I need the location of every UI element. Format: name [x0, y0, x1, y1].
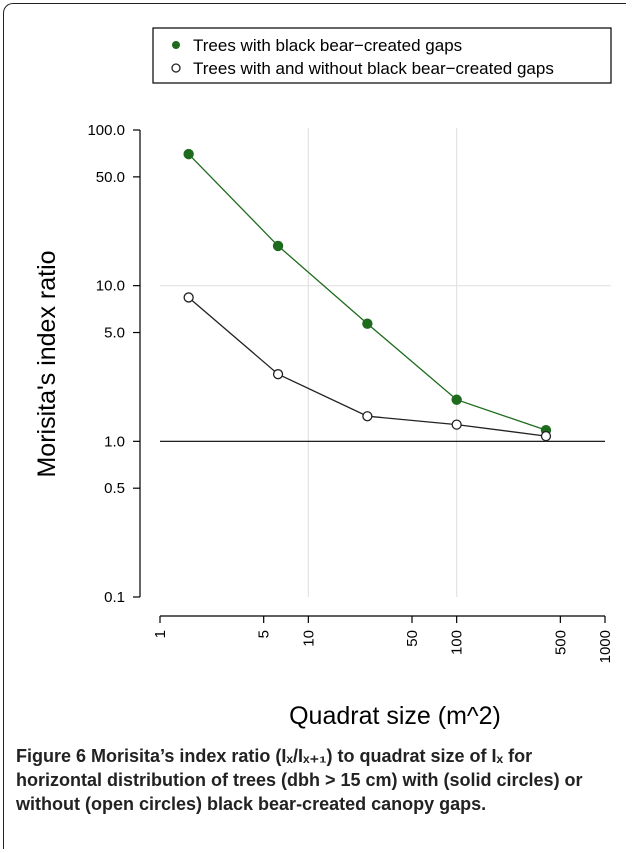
data-point-series-2 [272, 369, 284, 380]
legend-marker-series-1 [172, 41, 180, 49]
series-line-1 [188, 153, 547, 431]
data-point-series-1 [272, 240, 284, 252]
x-tick-label: 1 [152, 630, 169, 638]
axes: 0.1 0.5 1.0 5.0 10.0 50.0 100.0 1 5 10 50 100 500 100… [87, 122, 614, 663]
y-tick-label: 0.5 [104, 480, 125, 497]
data-point-series-2 [362, 411, 373, 422]
x-tick-label: 5 [256, 630, 273, 638]
y-axis-title: Morisita's index ratio [33, 250, 61, 477]
grid-lines [160, 128, 611, 597]
y-tick-label: 50.0 [96, 169, 125, 186]
caption-label: Figure 6 [16, 746, 87, 766]
y-tick-label: 100.0 [87, 122, 125, 139]
data-point-series-2 [183, 292, 194, 303]
figure-frame [3, 3, 626, 849]
x-tick-label: 1000 [597, 630, 614, 663]
figure-caption: Figure 6 Morisita’s index ratio (Iₓ/Iₓ₊₁… [16, 744, 616, 816]
x-axis-title: Quadrat size (m^2) [289, 702, 501, 730]
data-point-series-1 [362, 318, 373, 329]
y-tick-label: 5.0 [104, 325, 125, 342]
legend-label-series-2: Trees with and without black bear−create… [193, 59, 554, 78]
x-tick-label: 500 [552, 630, 569, 655]
caption-text: Morisita’s index ratio (Iₓ/Iₓ₊₁) to quad… [16, 746, 583, 814]
series [183, 148, 552, 442]
legend-marker-series-2 [171, 63, 181, 73]
legend-label-series-1: Trees with black bear−created gaps [193, 36, 462, 55]
x-tick-label: 50 [404, 630, 421, 647]
data-point-series-1 [451, 394, 462, 405]
legend-box [152, 27, 612, 84]
data-point-series-1 [183, 148, 194, 160]
data-point-series-2 [540, 430, 552, 442]
x-tick-label: 100 [449, 630, 466, 655]
y-tick-label: 10.0 [96, 278, 125, 295]
data-point-series-2 [451, 419, 462, 430]
chart-svg: Trees with black bear−created gaps Trees… [33, 27, 614, 730]
y-tick-label: 0.1 [104, 589, 125, 606]
y-tick-label: 1.0 [104, 433, 125, 450]
x-tick-label: 10 [300, 630, 317, 647]
